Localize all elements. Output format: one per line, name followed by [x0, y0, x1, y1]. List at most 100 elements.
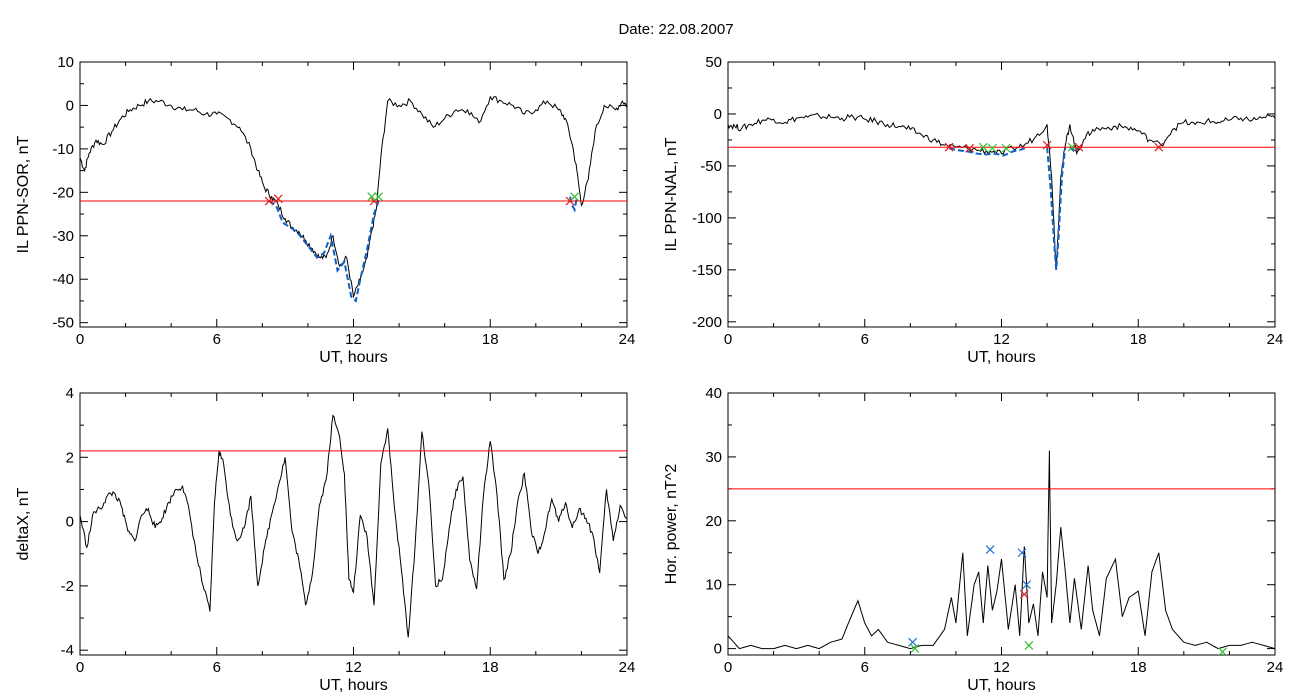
- y-tick-label: -40: [52, 271, 74, 288]
- x-tick-label: 18: [1130, 659, 1147, 676]
- marker-stroke: [987, 143, 997, 153]
- data-layer: [728, 450, 1275, 655]
- marker-stroke: [910, 644, 920, 654]
- y-tick-label: -10: [52, 141, 74, 158]
- marker-stroke: [978, 142, 988, 152]
- plot-frame: [79, 392, 628, 656]
- marker-stroke: [1074, 142, 1084, 152]
- marker-stroke: [374, 192, 383, 202]
- event-marker: [1019, 589, 1029, 599]
- marker-stroke: [1022, 580, 1031, 590]
- event-marker: [273, 194, 283, 204]
- marker-stroke: [1067, 142, 1077, 152]
- marker-stroke: [367, 192, 377, 202]
- event-segment: [948, 146, 1028, 157]
- y-tick-label: 10: [705, 577, 722, 594]
- y-tick-label: 0: [66, 514, 74, 531]
- y-tick-label: 0: [66, 97, 74, 114]
- event-marker: [985, 545, 995, 554]
- chart-title: Date: 22.08.2007: [618, 21, 733, 38]
- event-marker: [1074, 142, 1084, 152]
- event-marker: [1067, 142, 1077, 152]
- x-tick-label: 24: [619, 331, 636, 348]
- marker-stroke: [908, 637, 918, 647]
- event-marker: [1218, 647, 1228, 655]
- y-tick-label: -20: [52, 184, 74, 201]
- series-line: [728, 450, 1275, 650]
- marker-stroke: [273, 194, 283, 204]
- y-tick-label: -200: [692, 314, 722, 331]
- y-axis-label: Hor. power, nT^2: [663, 464, 680, 585]
- event-marker: [367, 192, 377, 202]
- event-segment: [1046, 147, 1067, 270]
- y-tick-label: 0: [714, 106, 722, 123]
- x-tick-label: 0: [76, 659, 84, 676]
- event-marker: [910, 644, 920, 654]
- x-tick-label: 6: [213, 659, 221, 676]
- event-marker: [1022, 580, 1031, 590]
- x-tick-label: 18: [482, 659, 499, 676]
- x-tick-label: 24: [619, 659, 636, 676]
- data-layer: [80, 414, 627, 638]
- series-line: [80, 95, 627, 299]
- x-tick-label: 18: [482, 331, 499, 348]
- marker-stroke: [1154, 142, 1164, 152]
- data-layer: [728, 112, 1275, 270]
- event-marker: [944, 142, 954, 152]
- marker-stroke: [1001, 143, 1011, 153]
- y-tick-label: -30: [52, 228, 74, 245]
- marker-stroke: [570, 192, 580, 202]
- marker-stroke: [1042, 140, 1052, 150]
- x-axis-label: UT, hours: [967, 677, 1035, 694]
- x-tick-label: 0: [724, 331, 732, 348]
- y-tick-label: 50: [705, 54, 722, 71]
- y-tick-label: 20: [705, 513, 722, 530]
- event-marker: [570, 192, 580, 202]
- marker-stroke: [985, 545, 995, 554]
- y-axis-label: IL PPN-NAL, nT: [663, 137, 680, 251]
- y-tick-label: -50: [52, 315, 74, 332]
- x-axis-label: UT, hours: [967, 349, 1035, 366]
- event-marker: [374, 192, 383, 202]
- event-marker: [1154, 142, 1164, 152]
- x-axis-label: UT, hours: [319, 677, 387, 694]
- plot-frame: [79, 61, 628, 328]
- x-tick-label: 6: [213, 331, 221, 348]
- marker-stroke: [944, 142, 954, 152]
- plot-frame: [727, 392, 1276, 656]
- event-marker: [264, 196, 274, 206]
- event-marker: [978, 142, 988, 152]
- y-tick-label: -4: [61, 642, 74, 659]
- y-tick-label: 40: [705, 385, 722, 402]
- marker-stroke: [1218, 647, 1228, 655]
- marker-stroke: [965, 143, 975, 153]
- y-tick-label: -2: [61, 578, 74, 595]
- event-marker: [1042, 140, 1052, 150]
- marker-stroke: [1019, 589, 1029, 599]
- y-tick-label: -150: [692, 262, 722, 279]
- y-axis-label: IL PPN-SOR, nT: [15, 135, 32, 253]
- event-marker: [965, 143, 975, 153]
- event-marker: [1017, 548, 1027, 558]
- marker-stroke: [1017, 548, 1027, 558]
- marker-stroke: [264, 196, 274, 206]
- x-tick-label: 12: [993, 331, 1010, 348]
- x-tick-label: 6: [861, 659, 869, 676]
- x-tick-label: 0: [724, 659, 732, 676]
- x-tick-label: 24: [1267, 331, 1284, 348]
- event-marker: [908, 637, 918, 647]
- y-tick-label: 10: [57, 54, 74, 71]
- x-tick-label: 12: [993, 659, 1010, 676]
- panel-sor: 0 6 12 18 24 10 0 -10 -20 -30 -40 -50 UT, hours IL PP…: [15, 54, 635, 366]
- panel-power: 0 6 12 18 24 40 30 20 10 0 UT, hours Hor. power, nT…: [663, 385, 1283, 694]
- y-axis-label: deltaX, nT: [15, 487, 32, 560]
- y-tick-label: 4: [66, 385, 74, 402]
- data-layer: [80, 95, 627, 303]
- event-marker: [1001, 143, 1011, 153]
- x-tick-label: 12: [345, 659, 362, 676]
- event-marker: [987, 143, 997, 153]
- y-tick-label: 0: [714, 641, 722, 658]
- series-line: [728, 112, 1275, 270]
